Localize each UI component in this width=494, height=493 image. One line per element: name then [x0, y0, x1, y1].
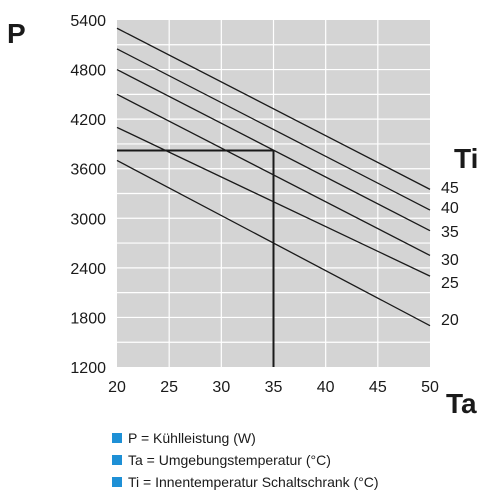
x-tick-label: 30	[212, 379, 230, 396]
legend: P = Kühlleistung (W) Ta = Umgebungstempe…	[112, 427, 379, 493]
x-tick-label: 50	[421, 379, 439, 396]
y-tick-label: 4200	[70, 112, 106, 129]
x-tick-label: 45	[369, 379, 387, 396]
series-line-30	[116, 93, 431, 257]
legend-item: Ti = Innentemperatur Schaltschrank (°C)	[112, 471, 379, 493]
x-tick-label: 35	[265, 379, 283, 396]
x-tick-label: 20	[108, 379, 126, 396]
series-label-30: 30	[441, 252, 459, 269]
series-line-25	[116, 126, 431, 277]
legend-item: P = Kühlleistung (W)	[112, 427, 379, 449]
series-line-45	[116, 27, 431, 190]
series-label-20: 20	[441, 312, 459, 329]
series-line-20	[116, 159, 431, 327]
series-labels: 45 40 35 30 25 20	[441, 180, 459, 329]
y-tick-label: 1200	[70, 360, 106, 377]
legend-square-icon	[112, 477, 122, 487]
series-title-label: Ti	[454, 143, 478, 174]
x-tick-label: 40	[317, 379, 335, 396]
y-tick-label: 3000	[70, 211, 106, 228]
series-label-40: 40	[441, 200, 459, 217]
y-axis-label: P	[7, 18, 26, 49]
y-tick-label: 5400	[70, 13, 106, 30]
x-ticks: 20 25 30 35 40 45 50	[108, 379, 439, 396]
series-label-25: 25	[441, 275, 459, 292]
chart: 45 40 35 30 25 20 20 25 30 35 40 45 50 1200 1800 2400…	[7, 13, 478, 419]
series-label-45: 45	[441, 180, 459, 197]
legend-label: P = Kühlleistung (W)	[128, 430, 256, 446]
y-ticks: 1200 1800 2400 3000 3600 4200 4800 5400	[70, 13, 106, 377]
y-tick-label: 2400	[70, 261, 106, 278]
series-line-35	[116, 68, 431, 232]
legend-label: Ta = Umgebungstemperatur (°C)	[128, 452, 331, 468]
legend-square-icon	[112, 433, 122, 443]
series-lines	[116, 27, 431, 327]
x-tick-label: 25	[160, 379, 178, 396]
y-tick-label: 4800	[70, 63, 106, 80]
x-axis-label: Ta	[446, 388, 477, 419]
legend-label: Ti = Innentemperatur Schaltschrank (°C)	[128, 474, 379, 490]
annotation-lines	[117, 149, 275, 367]
series-line-40	[116, 48, 431, 211]
y-tick-label: 1800	[70, 310, 106, 327]
series-label-35: 35	[441, 224, 459, 241]
legend-item: Ta = Umgebungstemperatur (°C)	[112, 449, 379, 471]
legend-square-icon	[112, 455, 122, 465]
y-tick-label: 3600	[70, 162, 106, 179]
